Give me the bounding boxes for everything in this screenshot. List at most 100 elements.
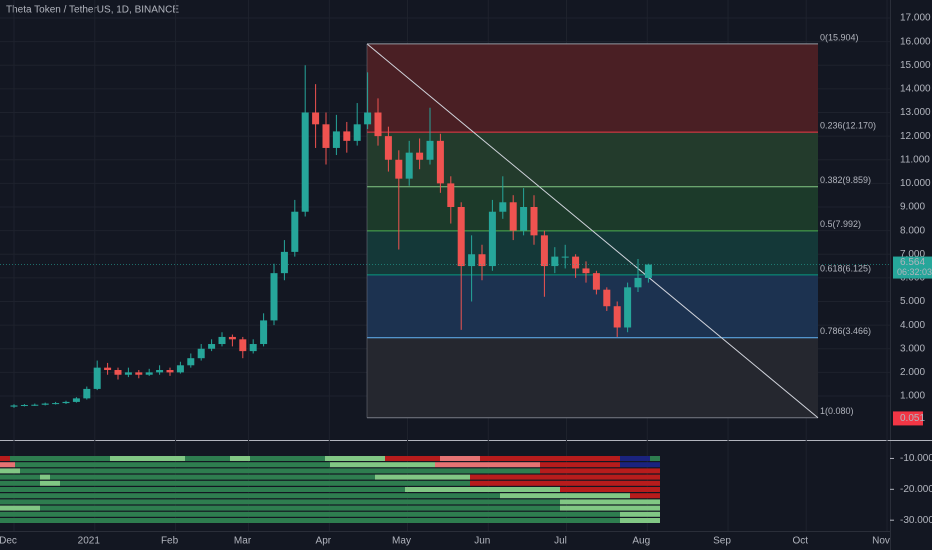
fib-label: 0(15.904) xyxy=(820,32,859,42)
fib-label: 0.618(6.125) xyxy=(820,263,871,273)
candle-body xyxy=(634,277,642,288)
candle-body xyxy=(436,140,444,184)
candle-body xyxy=(457,207,465,267)
heat-cell xyxy=(40,505,560,511)
candle-body xyxy=(20,404,28,406)
x-tick-label: 2021 xyxy=(78,536,101,547)
heat-cell xyxy=(620,456,650,461)
fib-zone xyxy=(367,337,818,418)
heat-cell xyxy=(40,480,60,486)
heat-cell xyxy=(380,480,470,486)
heat-cell xyxy=(320,468,380,474)
y-tick-label: 13.000 xyxy=(900,107,931,118)
candle-body xyxy=(114,370,122,375)
x-tick-label: Oct xyxy=(792,536,808,547)
indicator-tick-label: -30.000 xyxy=(900,515,932,526)
heat-cell xyxy=(330,462,435,468)
candle-body xyxy=(488,211,496,267)
countdown-label: 06:32:03 xyxy=(897,267,932,277)
heat-cell xyxy=(235,462,330,468)
candle-body xyxy=(72,398,80,402)
x-tick-label: Apr xyxy=(316,536,332,547)
heat-cell xyxy=(560,487,620,492)
heat-cell xyxy=(20,468,320,474)
candle-body xyxy=(135,372,143,375)
y-tick-label: 8.000 xyxy=(900,225,925,236)
heat-cell xyxy=(540,462,620,468)
x-tick-label: Nov xyxy=(872,536,890,547)
heat-cell xyxy=(540,468,660,474)
heat-cell xyxy=(650,456,660,461)
y-tick-label: 2.000 xyxy=(900,367,925,378)
candle-body xyxy=(613,306,621,328)
heat-cell xyxy=(180,462,235,468)
candle-body xyxy=(93,367,101,389)
indicator-tick-label: -10.000 xyxy=(900,453,932,464)
candle-body xyxy=(166,370,174,373)
candle-body xyxy=(52,403,60,405)
candle-body xyxy=(156,370,164,373)
heat-cell xyxy=(405,487,560,492)
candle-body xyxy=(218,336,226,345)
candle-body xyxy=(644,264,652,278)
heat-cell xyxy=(325,456,385,461)
candle-body xyxy=(10,405,18,407)
heat-cell xyxy=(50,474,375,480)
indicator-tick-label: -20.000 xyxy=(900,484,932,495)
fib-label: 1(0.080) xyxy=(820,406,854,416)
candle-body xyxy=(291,211,299,252)
candle-body xyxy=(176,365,184,373)
x-tick-label: Jun xyxy=(474,536,490,547)
candle-body xyxy=(582,268,590,274)
candle-body xyxy=(145,372,153,375)
y-tick-label: 17.000 xyxy=(900,13,931,24)
candle-body xyxy=(187,358,195,366)
candle-body xyxy=(270,273,278,321)
heat-cell xyxy=(0,456,10,461)
last-price-box xyxy=(893,256,932,279)
candle-body xyxy=(509,202,517,231)
fib-zone xyxy=(367,230,818,275)
x-tick-label: May xyxy=(392,536,411,547)
candle-body xyxy=(447,183,455,207)
fib-label: 0.786(3.466) xyxy=(820,326,871,336)
candle-body xyxy=(124,372,132,375)
candle-body xyxy=(197,348,205,359)
heat-cell xyxy=(185,456,230,461)
heat-cell xyxy=(620,518,660,523)
candle-body xyxy=(83,388,91,399)
heat-cell xyxy=(540,456,620,461)
candle-body xyxy=(499,202,507,212)
candle-body xyxy=(416,152,424,160)
x-tick-label: Aug xyxy=(632,536,650,547)
heat-cell xyxy=(60,480,380,486)
candle-body xyxy=(384,136,392,160)
y-tick-label: 16.000 xyxy=(900,36,931,47)
y-tick-label: 12.000 xyxy=(900,131,931,142)
candle-body xyxy=(332,131,340,148)
fib-label: 0.5(7.992) xyxy=(820,219,861,229)
heat-cell xyxy=(30,493,500,499)
heat-cell xyxy=(560,505,660,511)
heat-cell xyxy=(620,462,660,468)
heat-cell xyxy=(0,518,620,523)
candle-body xyxy=(520,207,528,231)
heat-cell xyxy=(385,456,440,461)
heat-cell xyxy=(470,480,565,486)
y-tick-label: 10.000 xyxy=(900,178,931,189)
candle-body xyxy=(104,367,112,371)
heat-cell xyxy=(0,474,40,480)
heat-cell xyxy=(620,487,660,492)
candle-body xyxy=(364,112,372,125)
heat-cell xyxy=(0,493,30,499)
candle-body xyxy=(312,112,320,125)
heat-cell xyxy=(230,456,250,461)
candle-body xyxy=(301,112,309,212)
heat-cell xyxy=(480,456,540,461)
heat-cell xyxy=(400,499,560,505)
y-tick-label: 1.000 xyxy=(900,391,925,402)
candle-body xyxy=(260,320,268,345)
candle-body xyxy=(228,336,236,340)
fib-label: 0.382(9.859) xyxy=(820,175,871,185)
